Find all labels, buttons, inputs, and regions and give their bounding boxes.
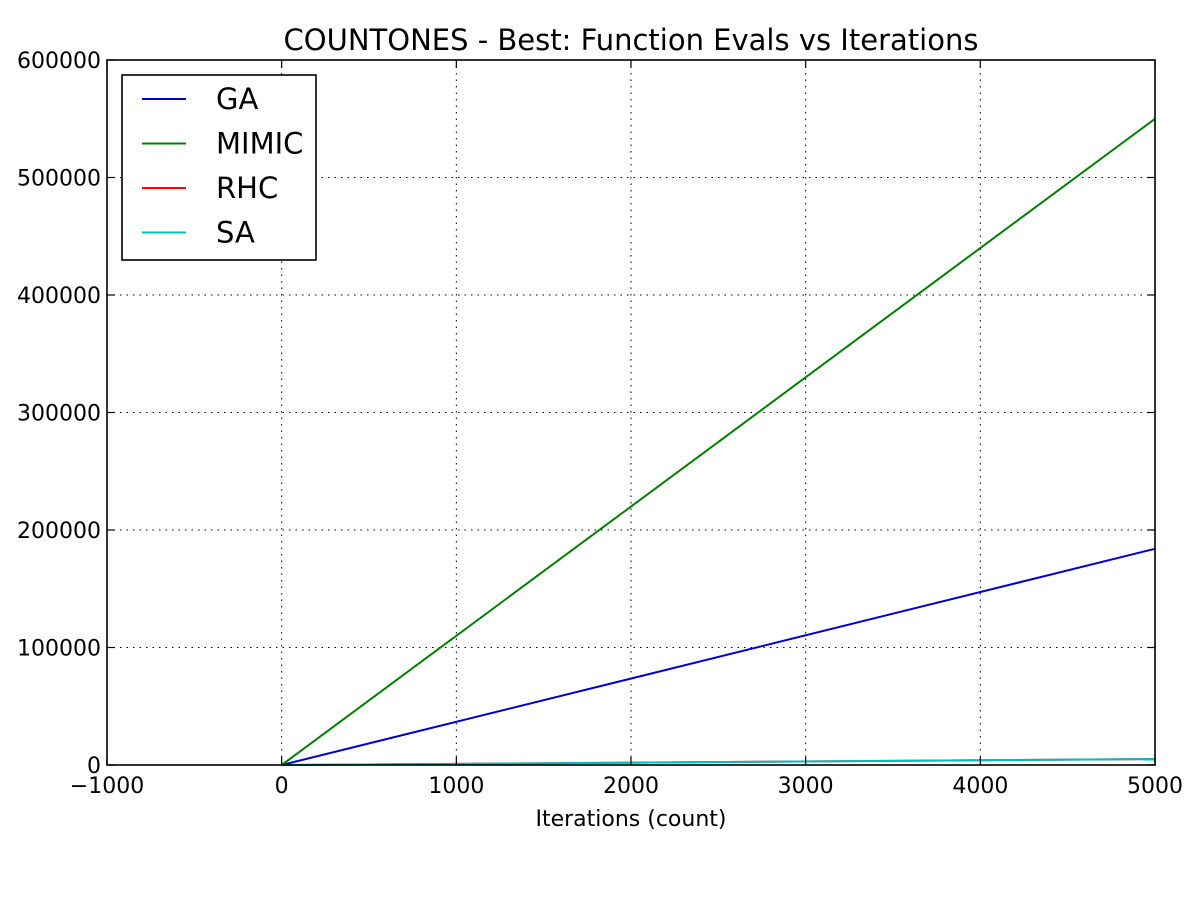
y-tick-label: 300000 <box>17 402 101 427</box>
x-tick-label: 5000 <box>1127 774 1183 799</box>
legend-label-rhc: RHC <box>216 171 278 205</box>
x-tick-label: 1000 <box>428 774 484 799</box>
axis-ticks: −1000 0 1000 2000 3000 4000 500001000002000003… <box>17 49 1183 799</box>
y-tick-label: 200000 <box>17 519 101 544</box>
chart-title: COUNTONES - Best: Function Evals vs Iter… <box>284 23 979 57</box>
y-tick-label: 600000 <box>17 49 101 74</box>
series-line-sa <box>281 758 1156 766</box>
x-tick-label: 3000 <box>778 774 834 799</box>
y-tick-label: 0 <box>87 754 101 779</box>
y-tick-label: 100000 <box>17 637 101 662</box>
x-tick-label: 2000 <box>603 774 659 799</box>
y-tick-label: 500000 <box>17 167 101 192</box>
x-tick-label: 4000 <box>952 774 1008 799</box>
y-tick-label: 400000 <box>17 284 101 309</box>
legend-label-mimic: MIMIC <box>216 127 303 161</box>
x-tick-label: −1000 <box>70 774 144 799</box>
series-line-ga <box>281 547 1156 766</box>
x-tick-label: 0 <box>275 774 289 799</box>
legend: GA MIMIC RHC SA <box>121 74 317 261</box>
series-lines <box>281 117 1156 766</box>
legend-label-ga: GA <box>216 82 258 116</box>
x-axis-label: Iterations (count) <box>535 807 726 832</box>
legend-label-sa: SA <box>216 216 255 250</box>
series-line-mimic <box>281 117 1156 766</box>
legend-frame <box>121 74 317 261</box>
